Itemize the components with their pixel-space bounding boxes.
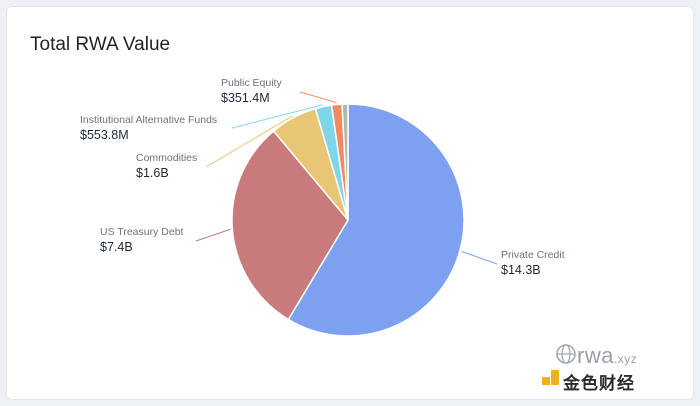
pie-slice-private-credit[interactable] [287,103,465,337]
slice-value-label: $1.6B [136,166,169,180]
leader-line [461,251,498,265]
slice-value-label: $14.3B [501,263,541,277]
pie-slice-us-treasury-debt[interactable] [231,129,349,321]
slice-label: US Treasury Debt [100,226,184,238]
jinse-logo-icon [542,370,559,385]
chart-title: Total RWA Value [30,34,171,55]
slice-label: Public Equity [221,77,282,89]
slice-value-label: $553.8M [80,128,129,142]
leader-line [195,228,231,242]
slice-value-label: $7.4B [100,240,133,254]
leader-line [205,115,293,168]
slice-label: Institutional Alternative Funds [80,114,217,126]
globe-icon [556,344,576,364]
slice-value-label: $351.4M [221,91,270,105]
watermark-publisher: 金色财经 [563,374,635,393]
watermark-rwa: rwa.xyz [577,343,638,368]
slice-label: Private Credit [501,249,565,261]
leader-line [299,91,337,104]
leader-line [231,104,324,129]
slice-label: Commodities [136,152,197,164]
pie-slice-other[interactable] [341,103,349,221]
